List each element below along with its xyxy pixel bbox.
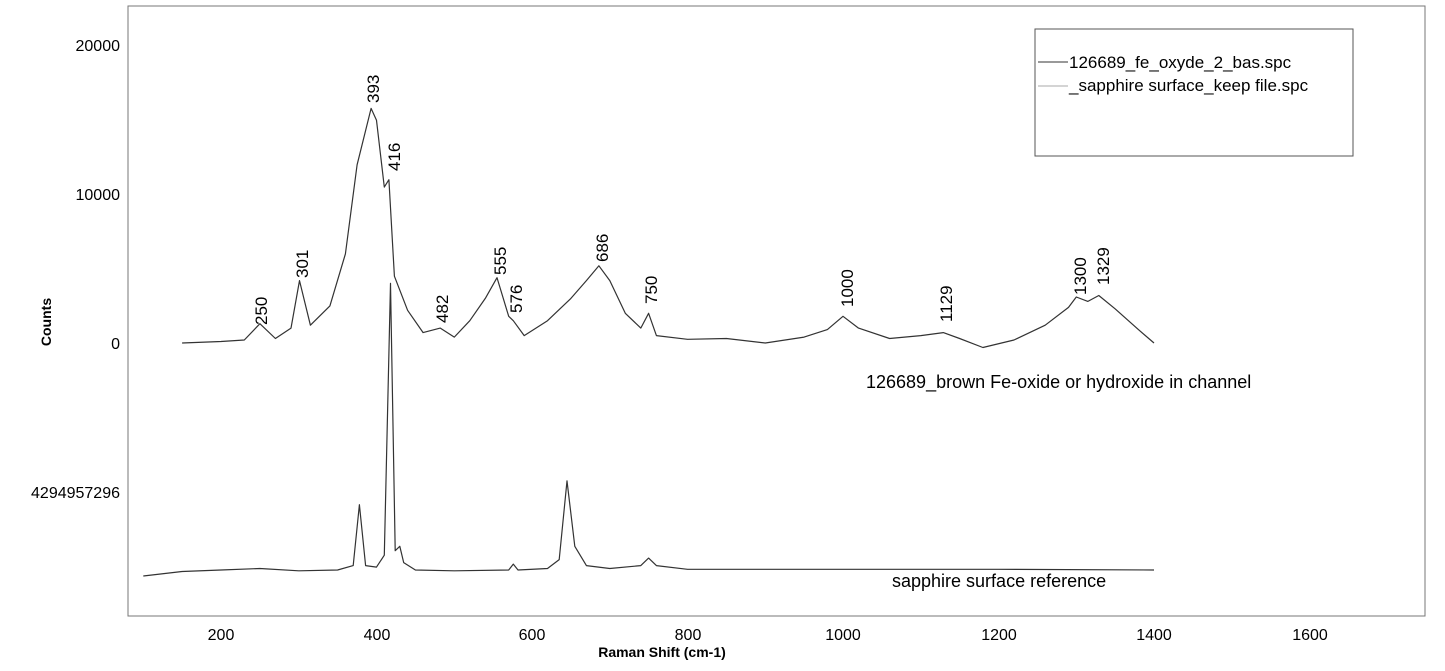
series-layer	[143, 107, 1155, 577]
peak-label: 301	[293, 250, 312, 278]
series-line	[143, 282, 1155, 577]
x-tick-label: 1000	[825, 627, 861, 644]
y-tick-label: 0	[111, 336, 120, 353]
y-tick-label: 4294957296	[31, 485, 120, 502]
peak-label: 1000	[838, 269, 857, 307]
x-tick-labels: 200 400 600 800 1000 1200 1400 1600	[208, 627, 1328, 644]
peak-labels: 250 301 393 416 482 555 576 686 750 1000…	[252, 75, 1113, 325]
peak-label: 416	[385, 143, 404, 171]
series-line	[182, 107, 1155, 349]
y-axis-title: Counts	[38, 298, 54, 346]
x-tick-label: 1400	[1136, 627, 1172, 644]
x-tick-label: 1600	[1292, 627, 1328, 644]
x-tick-label: 400	[364, 627, 391, 644]
x-tick-label: 800	[675, 627, 702, 644]
peak-label: 576	[507, 285, 526, 313]
bottom-trace-annotation: sapphire surface reference	[892, 571, 1106, 591]
legend: 126689_fe_oxyde_2_bas.spc _sapphire surf…	[1034, 28, 1354, 157]
peak-label: 555	[491, 247, 510, 275]
peak-label: 393	[364, 75, 383, 103]
legend-entry: _sapphire surface_keep file.spc	[1068, 76, 1309, 95]
plot-area-frame	[127, 5, 1426, 617]
y-tick-labels: 20000 10000 0 4294957296	[31, 38, 120, 502]
peak-label: 750	[642, 276, 661, 304]
y-tick-label: 20000	[76, 38, 121, 55]
x-tick-label: 600	[519, 627, 546, 644]
top-trace-annotation: 126689_brown Fe-oxide or hydroxide in ch…	[866, 372, 1251, 393]
legend-box	[1034, 28, 1354, 157]
x-axis-title: Raman Shift (cm-1)	[598, 644, 726, 660]
legend-entry: 126689_fe_oxyde_2_bas.spc	[1069, 53, 1292, 72]
peak-label: 1329	[1094, 247, 1113, 285]
y-tick-label: 10000	[76, 187, 121, 204]
x-tick-label: 1200	[981, 627, 1017, 644]
peak-label: 1300	[1071, 257, 1090, 295]
peak-label: 686	[593, 234, 612, 262]
x-tick-label: 200	[208, 627, 235, 644]
peak-label: 1129	[937, 285, 956, 322]
peak-label: 250	[252, 297, 271, 325]
peak-label: 482	[433, 295, 452, 323]
